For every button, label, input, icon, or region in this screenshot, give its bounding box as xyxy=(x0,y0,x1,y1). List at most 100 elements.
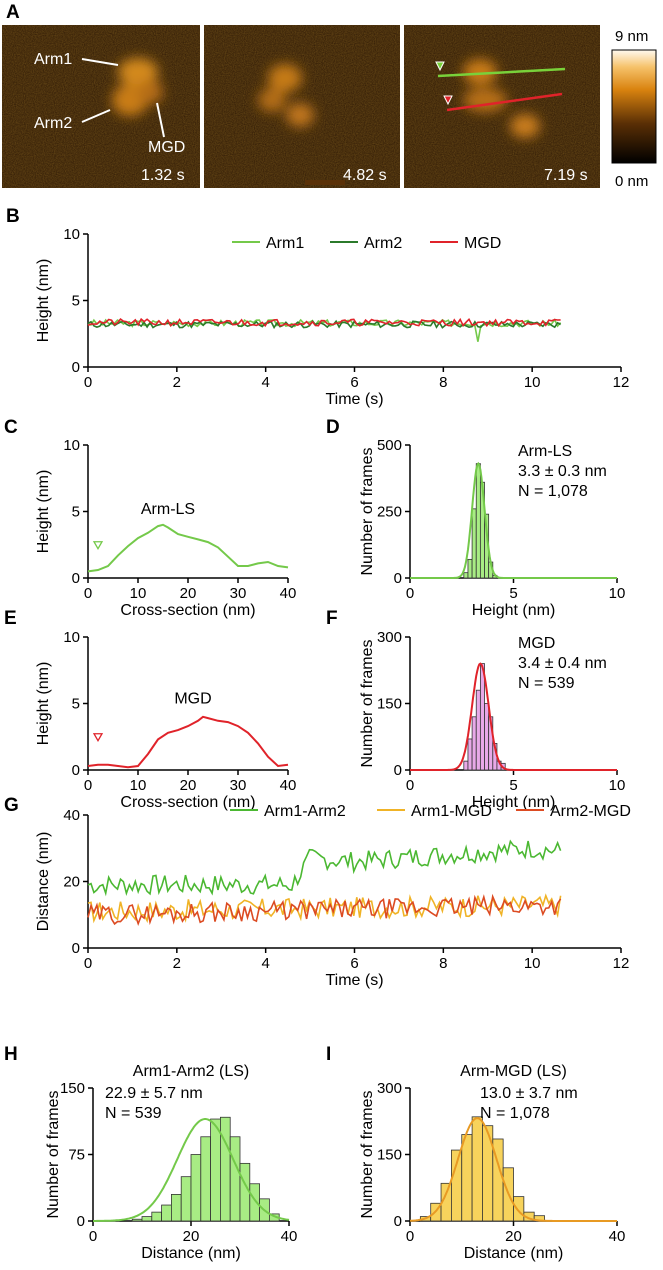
profile-line-mgd xyxy=(446,92,563,112)
y-tick-label: 5 xyxy=(72,293,80,310)
afm-label-arm1: Arm1 xyxy=(34,51,72,68)
afm-time-1: 1.32 s xyxy=(141,167,185,184)
histogram-bar xyxy=(151,1211,163,1222)
panel-label-i: I xyxy=(326,1044,331,1065)
histogram-bar xyxy=(170,1194,182,1222)
x-tick-label: 10 xyxy=(524,955,541,972)
y-axis-label: Number of frames xyxy=(359,639,376,767)
chart-b-height-vs-time: 0 2 4 6 8 10 12 0 5 10 Time (s) Height (nm) Arm1 Arm2… xyxy=(35,226,629,408)
y-tick-label: 5 xyxy=(72,504,80,521)
x-tick-label: 6 xyxy=(350,374,358,391)
profile-line xyxy=(87,715,289,769)
legend-label-mgd: MGD xyxy=(464,235,501,252)
y-axis-label: Distance (nm) xyxy=(35,832,52,932)
x-tick-label: 10 xyxy=(130,777,147,794)
histogram-bar xyxy=(131,1218,143,1222)
height-colorbar: 9 nm 0 nm xyxy=(611,28,657,190)
histogram-bar xyxy=(461,1134,473,1222)
x-tick-label: 12 xyxy=(613,955,630,972)
histogram-annotation: Arm-LS xyxy=(518,443,572,460)
y-tick-label: 75 xyxy=(68,1147,85,1164)
y-tick-label: 150 xyxy=(377,1147,402,1164)
x-tick-label: 0 xyxy=(84,585,92,602)
panel-label-d: D xyxy=(326,417,340,438)
y-tick-label: 40 xyxy=(63,807,80,824)
legend-label-arm2-mgd: Arm2-MGD xyxy=(550,803,631,820)
x-tick-label: 4 xyxy=(261,374,269,391)
x-tick-label: 5 xyxy=(509,777,517,794)
x-tick-label: 4 xyxy=(261,955,269,972)
gaussian-fit-line xyxy=(410,662,617,771)
x-tick-label: 10 xyxy=(609,585,626,602)
histogram-annotation: N = 1,078 xyxy=(518,483,588,500)
legend-label-arm1-arm2: Arm1-Arm2 xyxy=(264,803,346,820)
y-axis-label: Number of frames xyxy=(359,1090,376,1218)
histogram-bar xyxy=(249,1183,261,1222)
afm-label-mgd: MGD xyxy=(148,139,185,156)
y-axis-label: Height (nm) xyxy=(35,662,52,746)
x-tick-label: 10 xyxy=(524,374,541,391)
chart-h-arm1-arm2-histogram: 0 20 40 0 75 150 Distance (nm) Number of frames… xyxy=(45,1063,297,1262)
x-tick-label: 0 xyxy=(84,777,92,794)
histogram-bar xyxy=(463,760,469,771)
profile-annotation: MGD xyxy=(174,691,211,708)
x-tick-label: 30 xyxy=(230,585,247,602)
histogram-bar xyxy=(161,1204,172,1222)
histogram-bar xyxy=(467,738,473,771)
x-axis-label: Time (s) xyxy=(325,391,383,408)
x-tick-label: 0 xyxy=(89,1228,97,1245)
x-tick-label: 20 xyxy=(505,1228,522,1245)
x-tick-label: 2 xyxy=(173,955,181,972)
panel-label-h: H xyxy=(4,1044,18,1065)
y-tick-label: 5 xyxy=(72,696,80,713)
x-tick-label: 2 xyxy=(173,374,181,391)
panel-label-f: F xyxy=(326,608,338,629)
colorbar-min: 0 nm xyxy=(615,173,648,190)
x-tick-label: 8 xyxy=(439,955,447,972)
x-tick-label: 10 xyxy=(609,777,626,794)
histogram-bar xyxy=(479,663,485,771)
y-tick-label: 300 xyxy=(377,629,402,646)
gaussian-fit-line xyxy=(410,461,617,579)
histogram-annotation: 22.9 ± 5.7 nm xyxy=(105,1085,203,1102)
afm-time-3: 7.19 s xyxy=(544,167,588,184)
x-tick-label: 40 xyxy=(281,1228,298,1245)
x-tick-label: 20 xyxy=(180,777,197,794)
y-axis-label: Height (nm) xyxy=(35,259,52,343)
series-line-arm2 xyxy=(87,319,561,330)
y-tick-label: 0 xyxy=(77,1213,85,1230)
histogram-annotation: MGD xyxy=(518,635,555,652)
afm-frame-2: 4.82 s xyxy=(204,25,400,188)
series-line-mgd xyxy=(87,317,561,328)
histogram-bar xyxy=(239,1162,251,1222)
profile-marker-mgd xyxy=(443,95,453,106)
x-axis-label: Cross-section (nm) xyxy=(120,602,255,619)
y-tick-label: 10 xyxy=(63,226,80,243)
profile-annotation: Arm-LS xyxy=(141,501,195,518)
x-tick-label: 5 xyxy=(509,585,517,602)
profile-line-arm xyxy=(437,67,566,78)
chart-g-distance-vs-time: 0 2 4 6 8 10 12 0 20 40 Time (s) Distance (nm) Arm1-… xyxy=(35,803,631,989)
histogram-bar xyxy=(471,508,477,579)
chart-d-arm-height-histogram: 0 5 10 0 250 500 Height (nm) Number of frames Ar… xyxy=(359,437,625,619)
panel-label-a: A xyxy=(6,2,20,23)
y-tick-label: 500 xyxy=(377,437,402,454)
y-tick-label: 0 xyxy=(72,940,80,957)
x-tick-label: 20 xyxy=(180,585,197,602)
histogram-bar xyxy=(180,1176,192,1222)
y-tick-label: 0 xyxy=(72,359,80,376)
x-tick-label: 20 xyxy=(183,1228,200,1245)
histogram-annotation: 13.0 ± 3.7 nm xyxy=(480,1085,578,1102)
legend-label-arm1-mgd: Arm1-MGD xyxy=(411,803,492,820)
histogram-bar xyxy=(475,689,481,771)
panel-label-c: C xyxy=(4,417,18,438)
series-line-arm1-mgd xyxy=(87,893,562,924)
histogram-bar xyxy=(471,1116,483,1222)
x-tick-label: 40 xyxy=(280,585,297,602)
x-tick-label: 0 xyxy=(406,1228,414,1245)
histogram-bar xyxy=(190,1154,202,1222)
x-tick-label: 12 xyxy=(613,374,630,391)
